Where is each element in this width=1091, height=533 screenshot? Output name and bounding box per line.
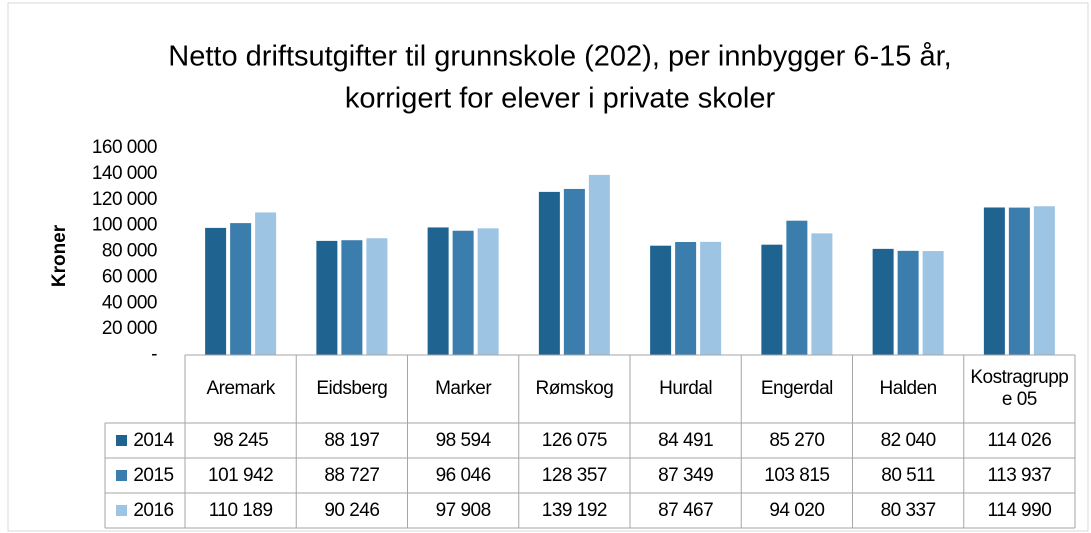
data-label: 88 727 [324,464,380,486]
legend-entry: 2014 [105,423,185,458]
legend-swatch [116,470,128,481]
bar [675,241,697,355]
bar [1033,206,1055,355]
data-label: 114 026 [987,429,1052,451]
data-label: 88 197 [324,429,380,451]
data-label: 82 040 [880,429,937,451]
bar [452,230,474,355]
legend-label: 2016 [133,499,174,521]
y-tick-label: 160 000 [92,137,157,158]
bar [366,238,388,355]
bar [427,227,449,355]
y-tick-label: 20 000 [102,318,157,339]
data-label: 85 270 [769,429,825,451]
bar [538,191,560,355]
y-tick-label: 140 000 [92,163,157,184]
data-label: 94 020 [769,499,825,521]
data-label: 80 337 [880,499,937,521]
legend-label: 2015 [133,464,174,486]
bar [922,251,944,355]
bar [205,227,227,355]
y-tick-label: 100 000 [92,215,157,236]
data-label: 96 046 [435,464,492,486]
data-label: 98 594 [435,429,492,451]
bar [761,244,783,355]
bar [700,241,722,355]
bar [1008,207,1030,355]
x-tick-label: Rømskog [535,378,614,399]
x-tick-label: Halden [879,378,938,399]
chart-border [7,2,1089,532]
bar [872,248,894,355]
legend-entry: 2015 [105,458,185,493]
x-tick-label: Engerdal [760,378,834,399]
data-label: 84 491 [658,429,714,451]
data-label: 128 357 [541,464,608,486]
data-label: 103 815 [764,464,830,486]
chart-title: korrigert for elever i private skoler [345,83,776,115]
x-tick-label: Marker [435,378,492,399]
bar [230,223,252,355]
data-label: 139 192 [541,499,608,521]
data-label: 98 245 [213,429,269,451]
bar [588,174,610,355]
x-tick-label: Eidsberg [316,378,388,399]
legend-swatch [116,435,128,446]
y-axis-label: Kroner [49,224,70,287]
bar [786,220,808,355]
legend-label: 2014 [133,429,174,451]
data-label: 87 349 [658,464,714,486]
bar [650,245,672,355]
bar [316,240,338,355]
y-tick-label: 60 000 [102,266,157,287]
y-tick-label: 80 000 [102,241,157,262]
bar [811,233,833,355]
bar [897,250,919,355]
bar [341,240,363,355]
data-label: 90 246 [324,499,380,521]
data-label: 80 511 [881,464,935,486]
legend-swatch [116,505,128,516]
y-tick-label: 40 000 [102,292,157,313]
data-label: 126 075 [541,429,608,451]
bar [983,207,1005,355]
y-tick-label: - [151,344,157,365]
x-tick-label: Hurdal [659,378,713,399]
data-label: 87 467 [658,499,714,521]
x-tick-label: Aremark [206,378,275,399]
data-label: 101 942 [208,464,274,486]
data-label: 110 189 [208,499,273,521]
data-label: 114 990 [987,499,1052,521]
data-label: 113 937 [987,464,1052,486]
x-tick-label: Kostragruppe 05 [970,367,1069,410]
bar [255,212,277,355]
data-label: 97 908 [435,499,492,521]
bar [563,188,585,355]
chart-title: Netto driftsutgifter til grunnskole (202… [168,41,951,73]
legend-entry: 2016 [105,493,185,528]
bar [477,228,499,355]
y-tick-label: 120 000 [92,189,157,210]
